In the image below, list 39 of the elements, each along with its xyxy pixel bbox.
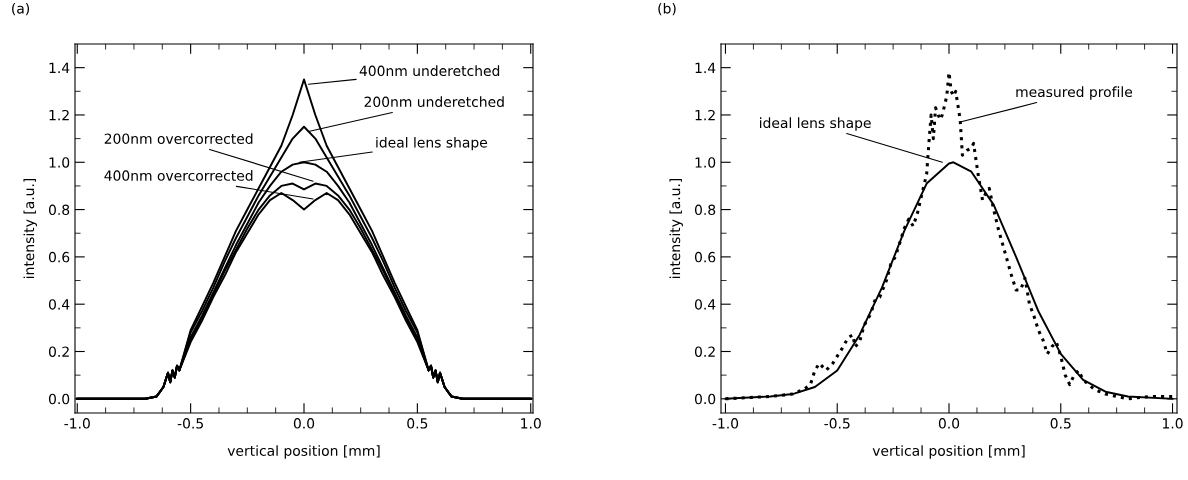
y-axis-title: intensity [a.u.]	[669, 178, 683, 278]
y-tick-label: 1.0	[695, 157, 716, 168]
x-tick-label: -1.0	[64, 418, 90, 429]
x-tick-label: 0.0	[938, 418, 960, 429]
x-tick-label: 1.0	[1163, 418, 1183, 429]
y-tick-label: 0.0	[48, 393, 70, 405]
x-axis-title: vertical position [mm]	[872, 445, 1025, 459]
y-tick-label: 0.2	[694, 346, 715, 357]
annotation: 200nm overcorrected	[104, 133, 253, 144]
y-tick-label: 1.4	[49, 62, 70, 73]
x-tick-label: 1.0	[521, 418, 541, 429]
y-tick-label: 0.4	[48, 299, 70, 310]
annotation: 200nm underetched	[364, 96, 504, 108]
chart-title: (a)	[12, 2, 30, 16]
x-tick-label: 0.5	[1050, 418, 1071, 429]
y-tick-label: 0.8	[48, 204, 70, 216]
y-tick-label: 1.4	[695, 62, 716, 73]
y-tick-label: 0.8	[694, 204, 716, 216]
y-tick-label: 1.2	[49, 109, 69, 121]
y-tick-label: 0.6	[694, 251, 716, 263]
annotation: ideal lens shape	[760, 117, 871, 131]
x-tick-label: -1.0	[712, 418, 739, 429]
annotation: 400nm overcorrected	[104, 170, 253, 181]
chart-title: (b)	[658, 2, 676, 16]
y-tick-label: 1.0	[49, 157, 70, 168]
y-tick-label: 0.6	[48, 251, 70, 263]
x-tick-label: -0.5	[177, 418, 203, 429]
annotation: 400nm underetched	[359, 65, 500, 77]
y-tick-label: 0.2	[48, 346, 69, 357]
y-tick-label: 0.0	[694, 393, 716, 405]
y-tick-label: 1.2	[695, 109, 715, 121]
x-tick-label: -0.5	[824, 418, 850, 429]
x-axis-title: vertical position [mm]	[227, 445, 380, 459]
annotation: measured profile	[1016, 86, 1133, 100]
annotation: ideal lens shape	[376, 136, 488, 151]
x-tick-label: 0.0	[293, 418, 315, 429]
y-tick-label: 0.4	[694, 299, 716, 310]
x-tick-label: 0.5	[407, 418, 428, 429]
y-axis-title: intensity [a.u.]	[23, 178, 37, 278]
